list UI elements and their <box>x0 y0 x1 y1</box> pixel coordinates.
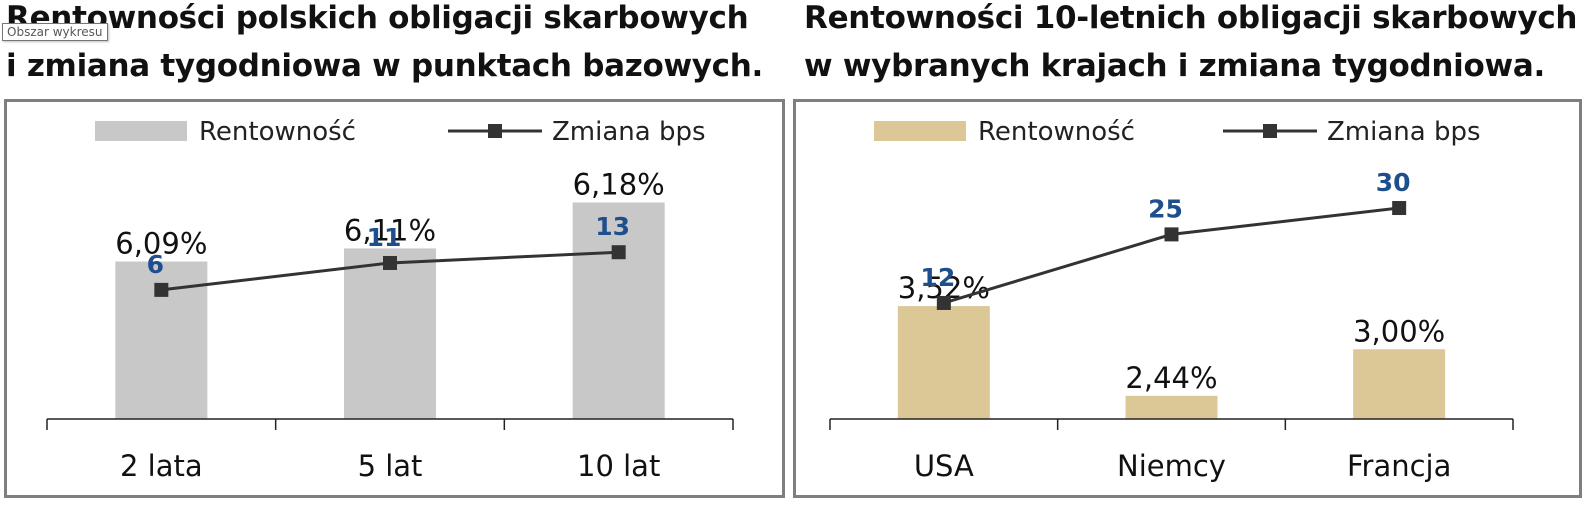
legend-label-right-rentownosc: Rentowność <box>978 117 1135 147</box>
legend-swatch-right-rentownosc <box>874 121 966 141</box>
bar-left-1 <box>344 248 436 419</box>
bar-label-left-0: 6,09% <box>115 227 207 261</box>
chart-title-left-line1: Rentowności polskich obligacji skarbowyc… <box>6 0 749 36</box>
line-point-left-2 <box>611 245 626 260</box>
chart-title-left: Rentowności polskich obligacji skarbowyc… <box>6 0 763 90</box>
chart-area-left[interactable] <box>4 99 785 498</box>
legend-swatch-left-rentownosc <box>95 121 187 141</box>
legend-label-right-zmiana: Zmiana bps <box>1327 117 1481 147</box>
x-tick-label-left-1: 5 lat <box>358 449 423 483</box>
line-point-label-left-0: 6 <box>147 250 164 279</box>
x-tick-label-right-1: Niemcy <box>1117 449 1226 483</box>
bar-label-right-2: 3,00% <box>1353 314 1445 348</box>
x-tick-label-left-2: 10 lat <box>577 449 660 483</box>
line-point-right-1 <box>1164 227 1179 242</box>
legend-marker-right-zmiana <box>1263 124 1277 138</box>
bar-label-left-2: 6,18% <box>573 167 665 201</box>
legend-label-left-zmiana: Zmiana bps <box>552 117 706 147</box>
line-point-right-0 <box>936 295 951 310</box>
line-point-left-0 <box>154 282 169 297</box>
chart-title-right-line1: Rentowności 10-letnich obligacji skarbow… <box>804 0 1578 36</box>
bar-right-1 <box>1125 395 1218 419</box>
bar-right-2 <box>1353 349 1446 419</box>
bar-right-0 <box>897 306 990 419</box>
x-tick-label-right-0: USA <box>914 449 974 483</box>
chart-title-right: Rentowności 10-letnich obligacji skarbow… <box>804 0 1577 90</box>
line-point-label-right-0: 12 <box>920 263 955 292</box>
line-point-right-2 <box>1392 201 1407 216</box>
legend-label-left-rentownosc: Rentowność <box>199 117 356 147</box>
line-point-label-right-2: 30 <box>1376 168 1411 197</box>
chart-area-right[interactable] <box>793 99 1582 498</box>
x-tick-label-left-0: 2 lata <box>120 449 203 483</box>
legend-marker-left-zmiana <box>488 124 502 138</box>
chart-title-left-line2: i zmiana tygodniowa w punktach bazowych. <box>6 48 764 84</box>
bar-left-2 <box>572 202 665 419</box>
line-point-left-1 <box>383 255 397 270</box>
x-tick-label-right-2: Francja <box>1347 449 1451 483</box>
line-point-label-right-1: 25 <box>1148 194 1183 223</box>
bar-label-left-1: 6,11% <box>344 213 436 247</box>
chart-title-right-line2: w wybranych krajach i zmiana tygodniowa. <box>804 48 1545 84</box>
bar-label-right-1: 2,44% <box>1125 361 1217 395</box>
line-point-label-left-2: 13 <box>595 212 630 241</box>
line-point-label-left-1: 11 <box>367 223 402 252</box>
chart-area-tooltip: Obszar wykresu <box>2 23 108 41</box>
